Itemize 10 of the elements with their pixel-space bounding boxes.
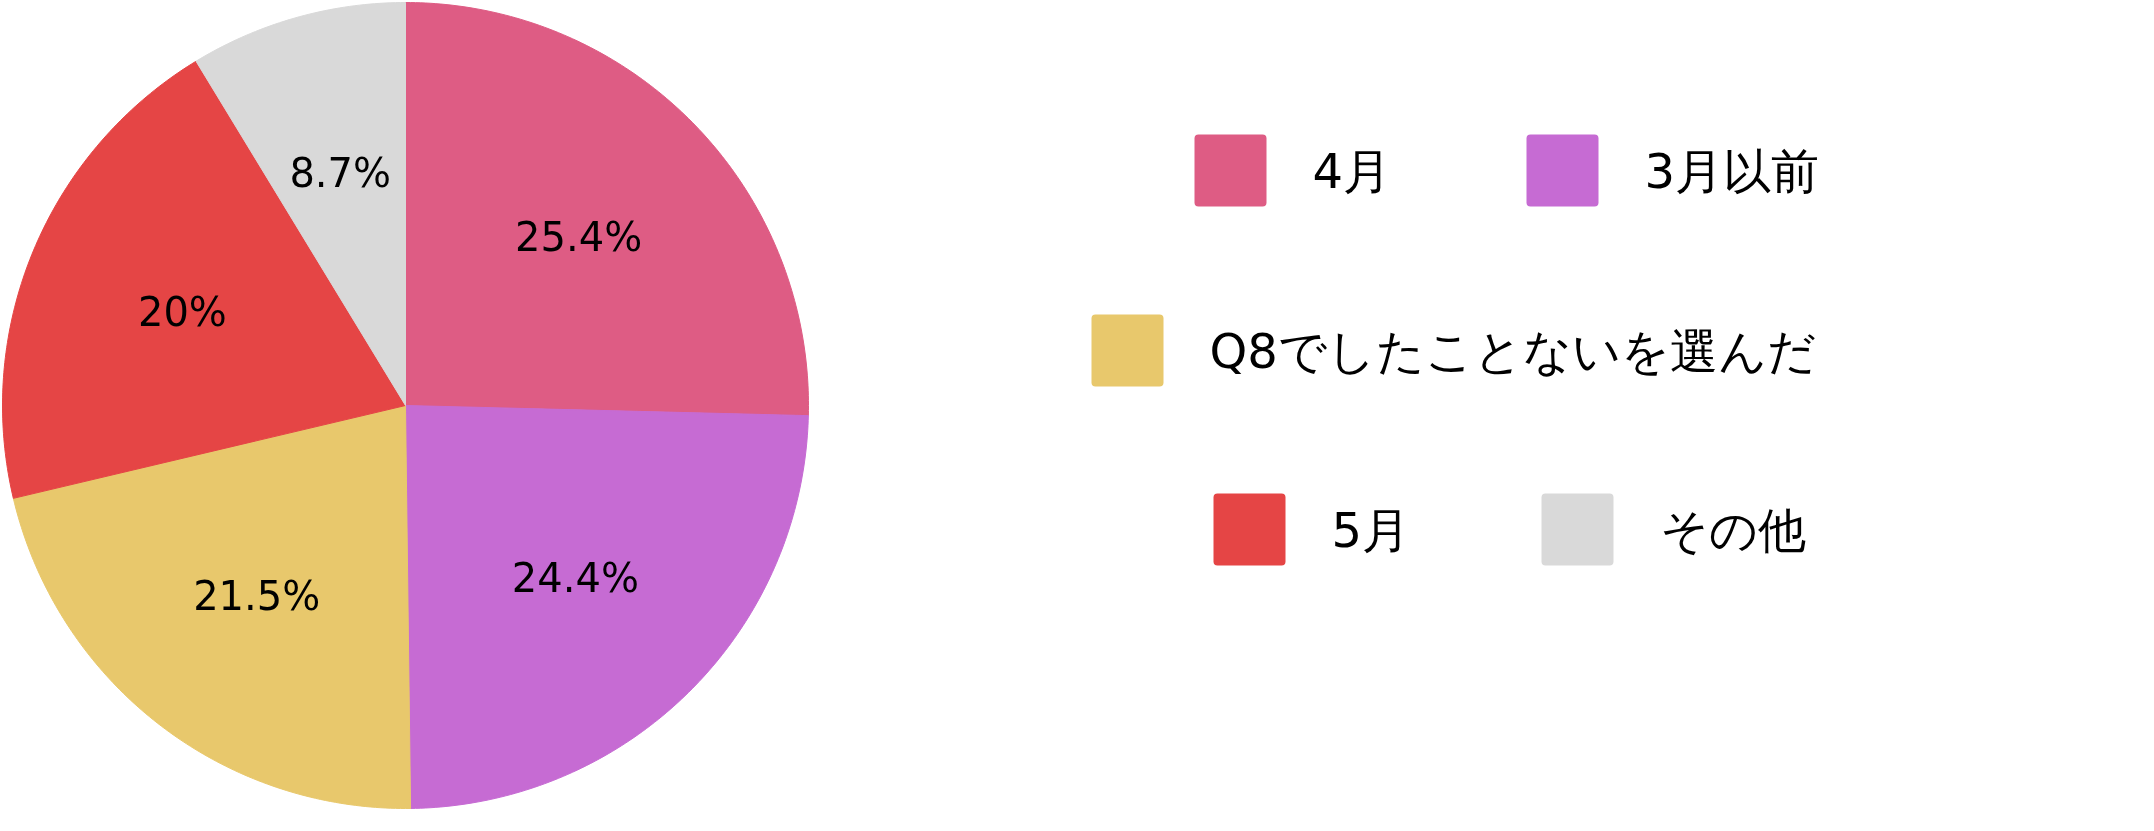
data-label: 25.4% [515,213,643,260]
data-label: 21.5% [193,573,321,620]
legend-label: Q8でしたことないを選んだ [1209,322,1816,379]
legend-label: 3月以前 [1644,142,1820,199]
legend-label: 4月 [1312,142,1392,199]
data-label: 24.4% [511,554,639,601]
data-label: 8.7% [289,149,392,196]
legend-label: その他 [1659,501,1806,558]
legend-label: 5月 [1331,501,1411,558]
data-label: 20% [137,289,227,336]
